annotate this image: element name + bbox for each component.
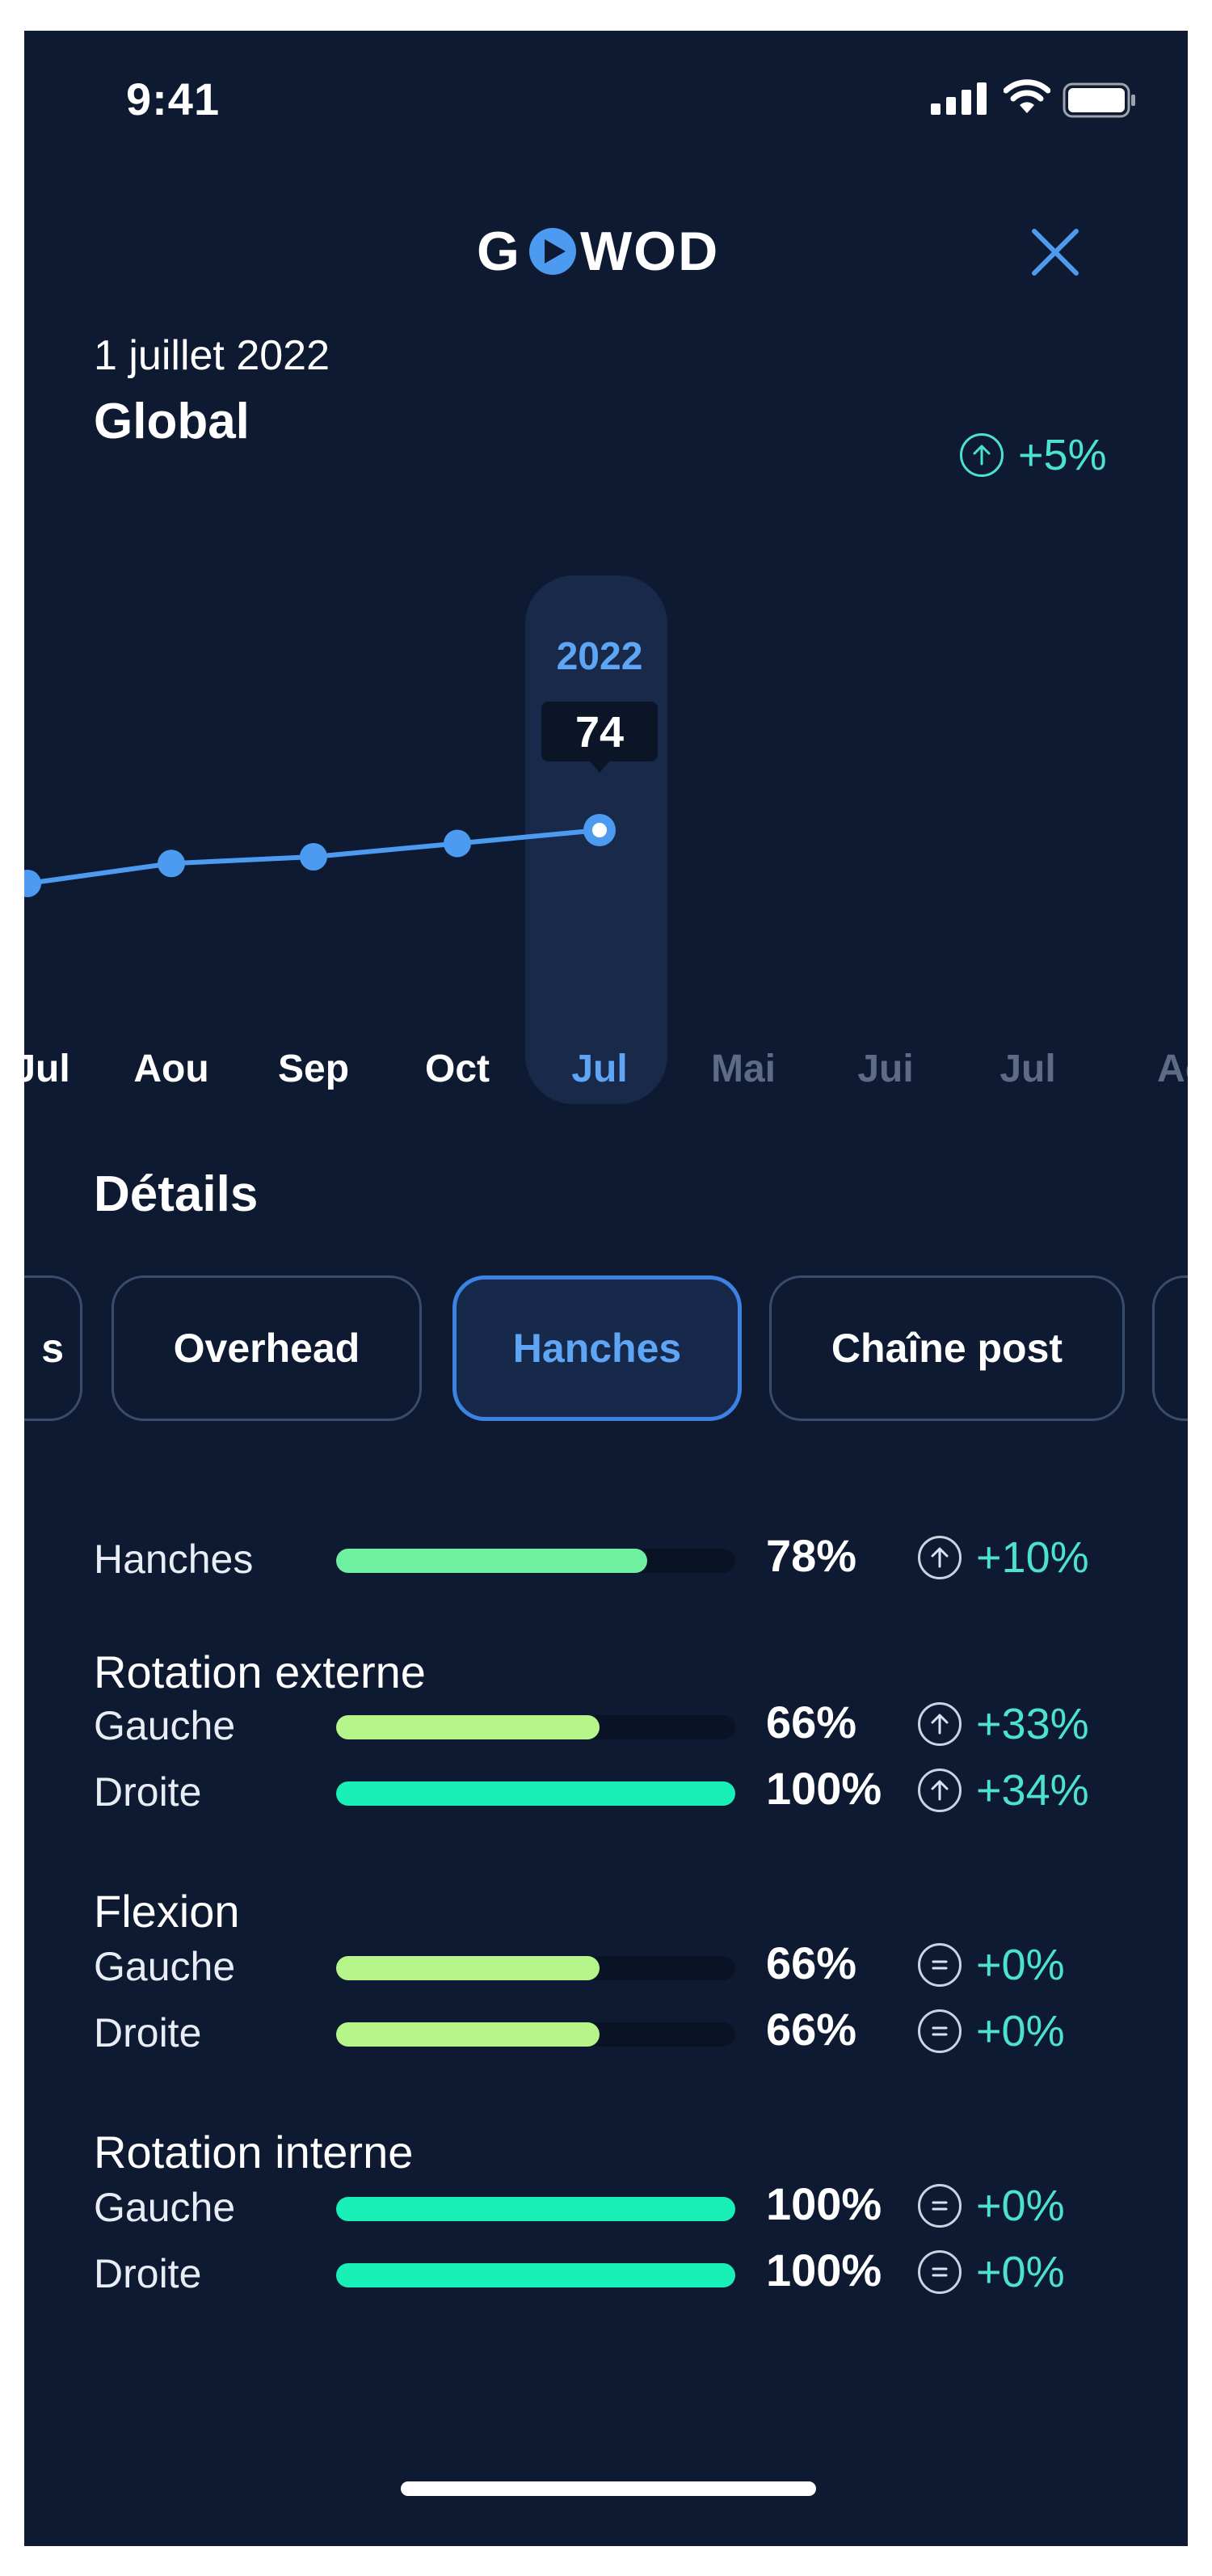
progress-line-chart[interactable]: 2022 74 Jul Aou Sep Oct Jul Mai Jui Jul Ao	[24, 548, 1188, 1130]
metric-label: Hanches	[94, 1537, 254, 1582]
metric-delta-value: +0%	[976, 1941, 1065, 1989]
arrow-up-circle-icon	[918, 1769, 962, 1812]
metric-percent: 100%	[766, 1763, 882, 1814]
x-tick-label[interactable]: Jui	[857, 1048, 913, 1090]
svg-text:WOD: WOD	[580, 223, 719, 280]
metric-delta-value: +33%	[976, 1700, 1089, 1748]
category-tabs: s Overhead Hanches Chaîne post	[24, 1275, 1188, 1421]
progress-bar-fill	[336, 2022, 600, 2047]
metric-delta: +0%	[918, 2006, 1065, 2056]
metric-delta-value: +10%	[976, 1533, 1089, 1582]
metric-percent: 66%	[766, 1937, 857, 1988]
global-trend: +5%	[960, 430, 1107, 480]
progress-bar-fill	[336, 1715, 600, 1739]
metric-label: Droite	[94, 2251, 202, 2296]
metric-delta-value: +0%	[976, 2182, 1065, 2230]
metric-percent: 66%	[766, 2004, 857, 2055]
progress-bar-track	[336, 2263, 735, 2287]
progress-bar-track	[336, 1715, 735, 1739]
progress-bar-fill	[336, 1549, 648, 1573]
tab-next[interactable]	[1152, 1275, 1188, 1421]
data-point[interactable]	[444, 829, 471, 858]
progress-bar-track	[336, 1549, 735, 1573]
equal-circle-icon	[918, 2184, 962, 2228]
progress-bar-track	[336, 1956, 735, 1980]
metric-delta: +10%	[918, 1533, 1089, 1583]
data-point[interactable]	[24, 870, 41, 897]
progress-bar-track	[336, 2022, 735, 2047]
details-title: Détails	[94, 1166, 259, 1222]
app-screen: 9:41 G WOD 1 juillet 2022 Global +5% 202…	[24, 31, 1188, 2546]
tab-hanches[interactable]: Hanches	[452, 1275, 742, 1421]
status-time: 9:41	[126, 74, 221, 124]
progress-bar-track	[336, 1781, 735, 1806]
metric-delta: +34%	[918, 1765, 1089, 1815]
selected-year-label: 2022	[557, 635, 643, 678]
x-tick-label[interactable]: Ao	[1157, 1048, 1188, 1090]
progress-bar-fill	[336, 2197, 735, 2221]
tab-overhead[interactable]: Overhead	[112, 1275, 422, 1421]
gowod-logo: G WOD	[477, 223, 719, 280]
metric-delta-value: +34%	[976, 1766, 1089, 1815]
arrow-up-circle-icon	[918, 1536, 962, 1579]
battery-icon	[1063, 82, 1135, 118]
group-title-flexion: Flexion	[94, 1886, 240, 1937]
metric-percent: 78%	[766, 1530, 857, 1581]
equal-circle-icon	[918, 1943, 962, 1987]
tab-previous[interactable]: s	[24, 1275, 82, 1421]
metric-delta-value: +0%	[976, 2248, 1065, 2296]
arrow-up-circle-icon	[960, 433, 1004, 477]
progress-bar-fill	[336, 1781, 735, 1806]
x-tick-label[interactable]: Aou	[133, 1048, 208, 1090]
arrow-up-circle-icon	[918, 1702, 962, 1746]
metric-label: Gauche	[94, 2185, 236, 2230]
summary-title: Global	[94, 394, 250, 449]
metric-label: Droite	[94, 2010, 202, 2055]
value-tooltip-pointer	[590, 761, 609, 773]
wifi-icon	[1004, 79, 1050, 113]
group-title-rotation-externe: Rotation externe	[94, 1646, 426, 1697]
metric-label: Droite	[94, 1769, 202, 1815]
metric-delta: +33%	[918, 1699, 1089, 1749]
data-point[interactable]	[158, 850, 185, 878]
x-tick-label[interactable]: Sep	[278, 1048, 349, 1090]
home-indicator[interactable]	[401, 2481, 816, 2496]
x-tick-label[interactable]: Oct	[425, 1048, 490, 1090]
selected-point-center	[592, 823, 607, 837]
data-point[interactable]	[300, 843, 327, 871]
metric-percent: 100%	[766, 2178, 882, 2229]
group-title-rotation-interne: Rotation interne	[94, 2127, 414, 2178]
equal-circle-icon	[918, 2009, 962, 2053]
equal-circle-icon	[918, 2250, 962, 2294]
x-tick-label[interactable]: Jul	[24, 1048, 70, 1090]
metric-percent: 100%	[766, 2245, 882, 2296]
progress-bar-track	[336, 2197, 735, 2221]
metric-label: Gauche	[94, 1944, 236, 1989]
global-trend-value: +5%	[1018, 431, 1107, 479]
progress-bar-fill	[336, 2263, 735, 2287]
progress-bar-fill	[336, 1956, 600, 1980]
date-label: 1 juillet 2022	[94, 332, 330, 379]
metric-delta-value: +0%	[976, 2007, 1065, 2055]
close-icon[interactable]	[1023, 220, 1088, 285]
tab-chaine-post[interactable]: Chaîne post	[769, 1275, 1125, 1421]
svg-text:G: G	[477, 223, 521, 280]
metric-label: Gauche	[94, 1703, 236, 1748]
value-tooltip	[541, 702, 658, 761]
selected-value-label: 74	[575, 708, 624, 757]
metric-percent: 66%	[766, 1697, 857, 1748]
x-tick-label[interactable]: Mai	[711, 1048, 776, 1090]
metric-delta: +0%	[918, 1940, 1065, 1990]
x-tick-label[interactable]: Jul	[571, 1048, 627, 1090]
metric-delta: +0%	[918, 2181, 1065, 2231]
x-tick-label[interactable]: Jul	[999, 1048, 1055, 1090]
metric-delta: +0%	[918, 2247, 1065, 2297]
signal-icon	[931, 82, 987, 115]
